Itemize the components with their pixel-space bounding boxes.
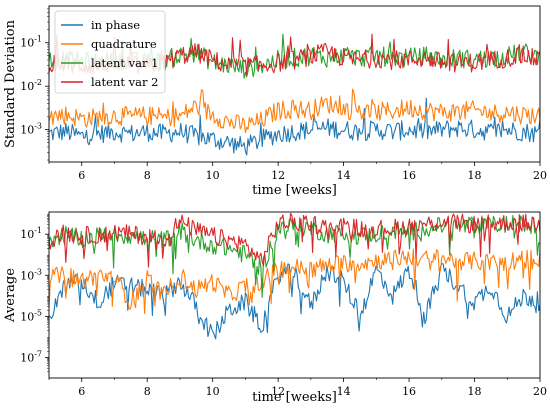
y-axis-label: Standard Deviation: [3, 19, 18, 148]
series-line-latent-var-1: [49, 214, 540, 298]
y-tick-label: 10-3: [20, 122, 42, 137]
legend: in phase quadrature latent var 1 latent var…: [54, 10, 166, 94]
chart-panel-1: 6 8 10 12 14 16 18 20 10-3 10-2 10-1 time [weeks] St…: [3, 5, 547, 198]
legend-entry: latent var 1: [91, 56, 158, 70]
y-tick-label: 10-1: [20, 35, 42, 50]
legend-entry: latent var 2: [91, 75, 158, 89]
x-tick-label: 8: [144, 169, 151, 182]
legend-box: [54, 10, 166, 94]
series-line-in-phase: [49, 263, 540, 340]
x-tick-label: 20: [533, 169, 547, 182]
x-tick-label: 20: [533, 385, 547, 398]
y-tick-label: 10-2: [20, 78, 42, 93]
series-group: [49, 212, 540, 340]
x-tick-label: 14: [337, 385, 351, 398]
x-tick-label: 14: [337, 169, 351, 182]
y-axis-label: Average: [3, 268, 18, 323]
series-line-latent-var-2: [49, 212, 540, 268]
legend-entry: in phase: [91, 18, 140, 32]
series-line-quadrature: [49, 248, 540, 315]
x-tick-label: 12: [271, 169, 285, 182]
plot-frame: [48, 211, 541, 379]
x-tick-label: 8: [144, 385, 151, 398]
series-line-quadrature: [49, 88, 540, 134]
x-tick-label: 12: [271, 385, 285, 398]
x-tick-label: 18: [468, 169, 482, 182]
y-tick-label: 10-7: [20, 349, 42, 364]
x-tick-label: 6: [78, 169, 85, 182]
x-tick-label: 16: [402, 385, 416, 398]
x-axis-label: time [weeks]: [252, 390, 337, 405]
y-tick-label: 10-5: [20, 308, 42, 323]
chart-panel-2: 6 8 10 12 14 16 18 20 10-7 10-5 10-3 10-1 time [week…: [3, 211, 547, 405]
x-tick-label: 18: [468, 385, 482, 398]
y-tick-label: 10-3: [20, 267, 42, 282]
legend-entry: quadrature: [91, 37, 157, 51]
series-line-in-phase: [49, 97, 540, 156]
plot-frame: [48, 5, 541, 163]
x-tick-label: 6: [78, 385, 85, 398]
x-tick-label: 16: [402, 169, 416, 182]
x-tick-label: 10: [206, 385, 220, 398]
y-tick-label: 10-1: [20, 226, 42, 241]
x-axis-label: time [weeks]: [252, 183, 337, 198]
x-tick-label: 10: [206, 169, 220, 182]
